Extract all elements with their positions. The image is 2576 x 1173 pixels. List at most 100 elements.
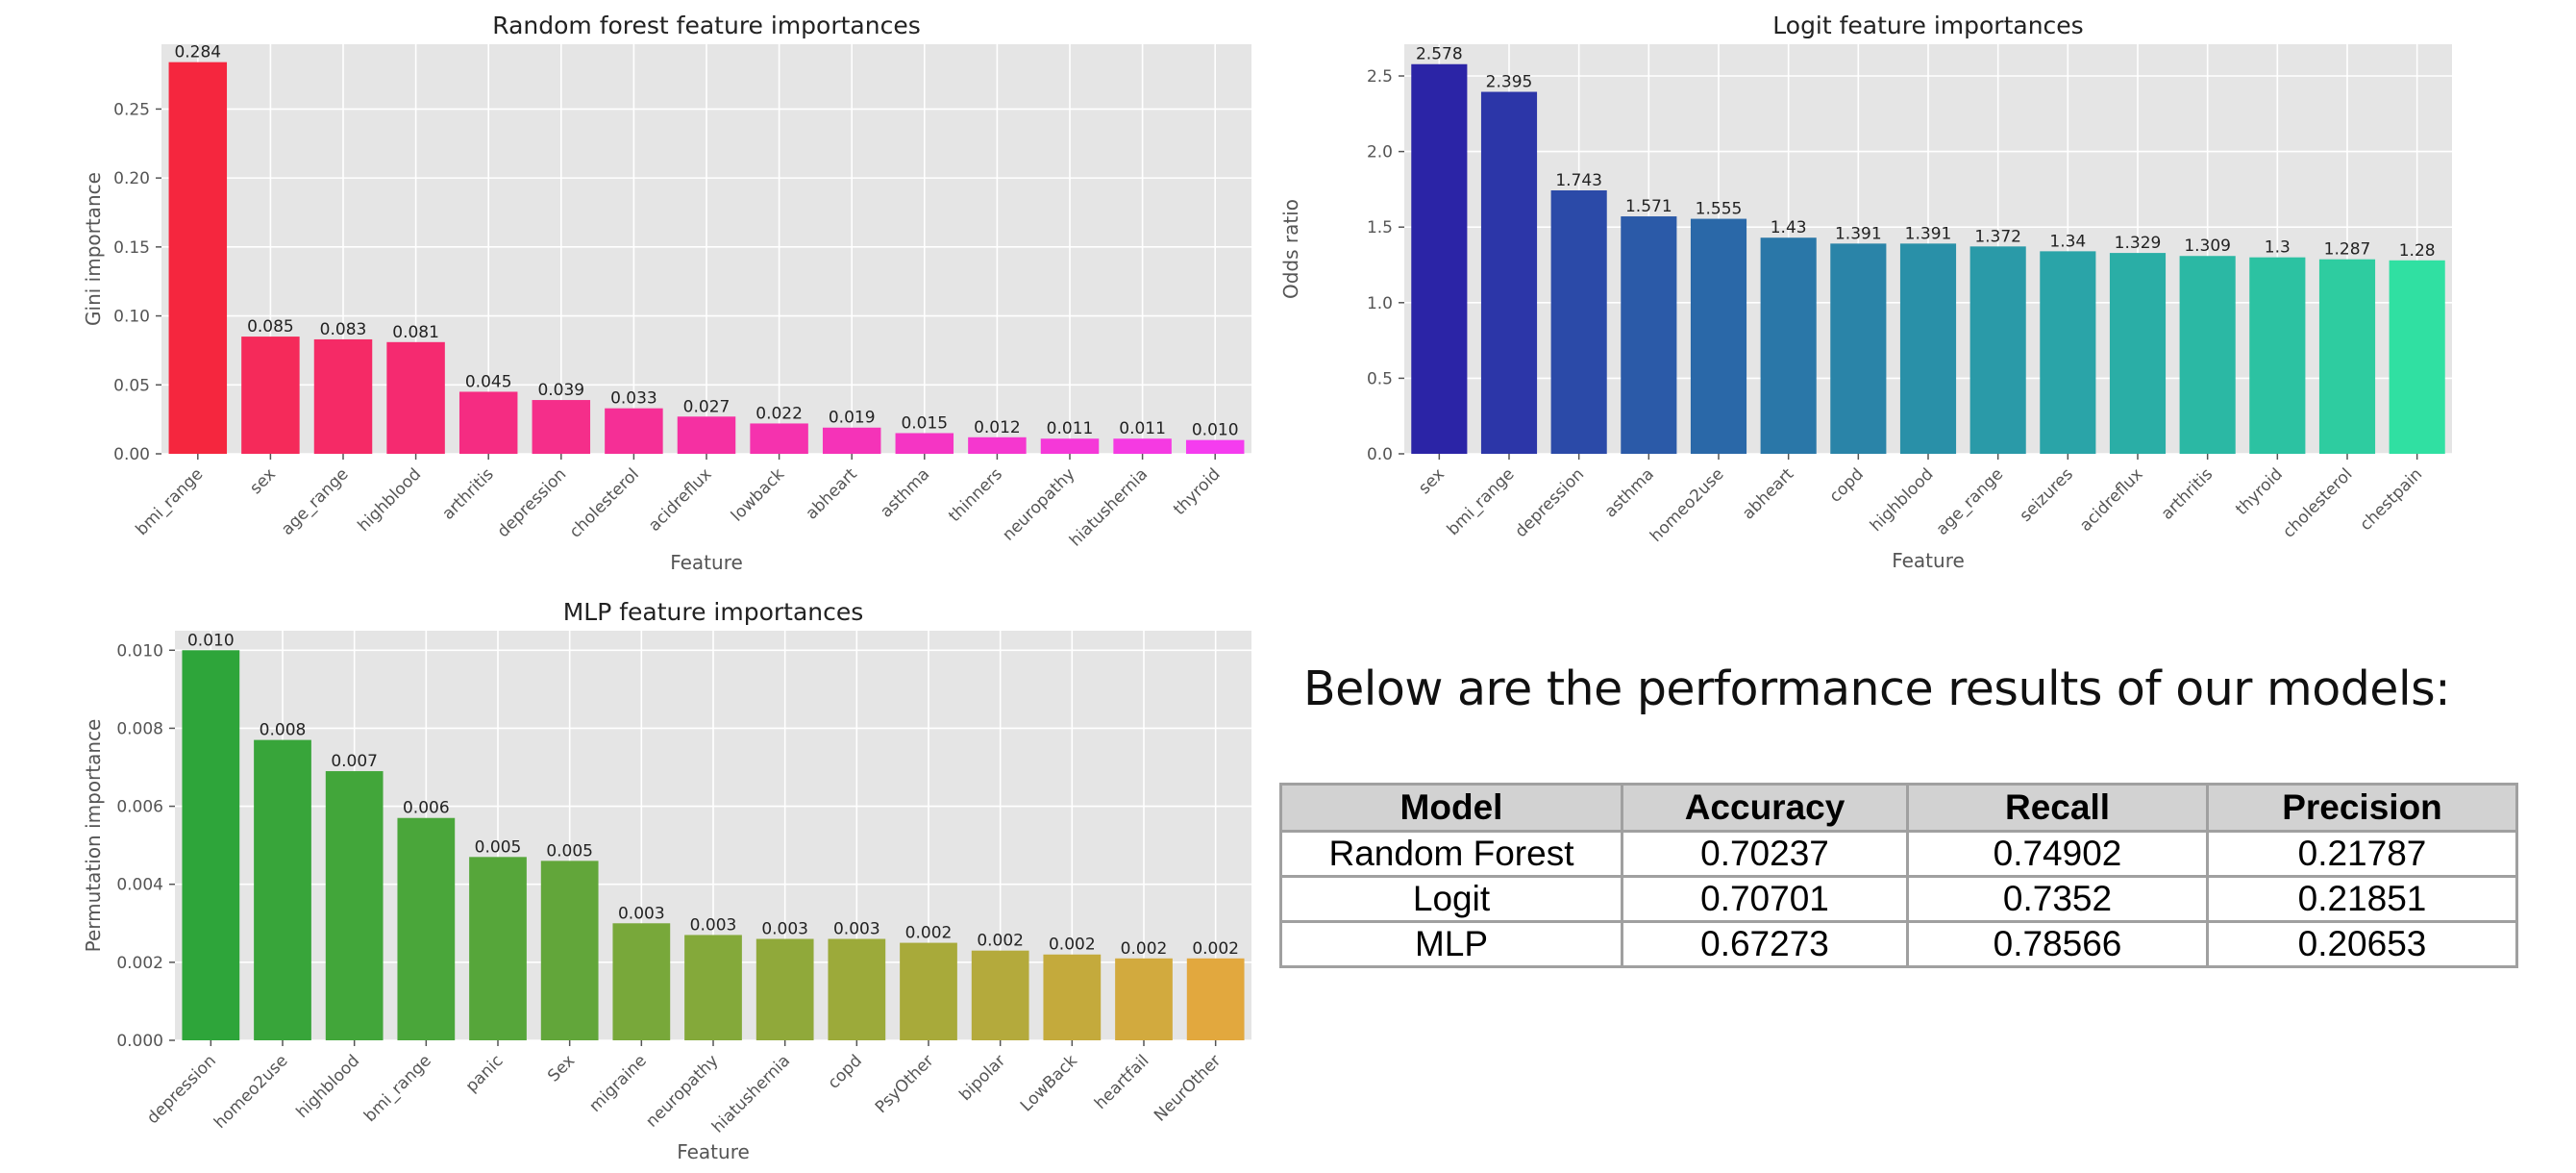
- x-tick-label: cholesterol: [566, 464, 643, 541]
- x-tick-label: bmi_range: [360, 1051, 435, 1126]
- bar: [386, 341, 445, 454]
- x-tick-label: Sex: [544, 1051, 579, 1086]
- bar: [1186, 958, 1245, 1040]
- cell-recall: 0.7352: [1906, 875, 2209, 923]
- data-label: 1.287: [2324, 240, 2371, 260]
- x-tick-label: homeo2use: [211, 1051, 292, 1133]
- bar: [182, 650, 240, 1040]
- data-label: 0.002: [1192, 939, 1239, 959]
- x-tick-label: bipolar: [955, 1051, 1009, 1105]
- x-tick-label: copd: [824, 1051, 865, 1092]
- cell-model: Logit: [1279, 875, 1623, 923]
- bar: [469, 857, 527, 1040]
- column-header-accuracy: Accuracy: [1621, 783, 1909, 833]
- data-label: 0.002: [1049, 936, 1096, 955]
- y-axis-label: Gini importance: [82, 172, 105, 326]
- bar: [1690, 218, 1747, 454]
- data-label: 0.010: [187, 631, 235, 650]
- data-label: 0.033: [610, 389, 657, 409]
- x-tick-label: seizures: [2016, 464, 2077, 526]
- y-tick-label: 0.20: [113, 169, 150, 188]
- bar: [397, 817, 456, 1040]
- logit-chart-svg: 0.0 0.5 1.0 1.5 2.0 2.5 2.578 sex 2.395 bmi_range…: [1279, 12, 2452, 572]
- table-row: MLP 0.67273 0.78566 0.20653: [1279, 920, 2518, 968]
- y-tick-label: 0.05: [113, 376, 150, 395]
- bar: [1185, 439, 1245, 454]
- y-tick-label: 0.000: [116, 1032, 163, 1051]
- cell-accuracy: 0.67273: [1621, 920, 1909, 968]
- x-tick-label: asthma: [877, 464, 933, 521]
- performance-table: Model Accuracy Recall Precision Random F…: [1279, 783, 2518, 968]
- bar: [971, 950, 1029, 1040]
- x-tick-label: thinners: [945, 464, 1006, 526]
- rf-chart-svg: 0.00 0.05 0.10 0.15 0.20 0.25 0.284 bmi_range 0.…: [82, 12, 1251, 574]
- x-tick-label: hiatushernia: [1066, 464, 1152, 550]
- data-label: 1.34: [2049, 232, 2086, 251]
- bar: [2040, 251, 2096, 454]
- data-label: 0.045: [465, 372, 512, 391]
- performance-heading: Below are the performance results of our…: [1303, 661, 2451, 716]
- data-label: 1.555: [1696, 200, 1743, 219]
- y-tick-label: 0.0: [1367, 445, 1393, 464]
- bar: [2389, 260, 2445, 454]
- column-header-recall: Recall: [1906, 783, 2209, 833]
- data-label: 0.003: [690, 915, 737, 935]
- data-label: 2.578: [1416, 45, 1463, 64]
- bar: [540, 861, 599, 1040]
- data-label: 0.003: [833, 920, 880, 939]
- x-tick-label: arthritis: [438, 464, 497, 523]
- data-label: 0.039: [537, 381, 584, 400]
- x-tick-label: abheart: [803, 464, 861, 523]
- x-tick-label: LowBack: [1017, 1051, 1081, 1115]
- mlp-chart-svg: 0.000 0.002 0.004 0.006 0.008 0.010 0.010 depre…: [82, 598, 1251, 1163]
- x-tick-label: acidreflux: [645, 464, 715, 535]
- bar: [605, 408, 663, 454]
- bar: [900, 942, 957, 1040]
- y-tick-label: 0.010: [116, 641, 163, 661]
- y-tick-label: 0.004: [116, 876, 163, 895]
- bar: [1113, 438, 1172, 454]
- bar: [1969, 246, 2026, 454]
- bar: [1830, 243, 1887, 454]
- x-tick-label: arthritis: [2158, 464, 2217, 523]
- data-label: 0.012: [974, 418, 1021, 437]
- data-label: 0.003: [761, 920, 808, 939]
- data-label: 2.395: [1486, 73, 1533, 92]
- x-tick-label: NeurOther: [1151, 1051, 1225, 1125]
- x-tick-label: depression: [494, 464, 571, 541]
- data-label: 0.085: [247, 317, 294, 337]
- x-tick-label: copd: [1825, 464, 1867, 506]
- data-label: 0.019: [829, 409, 876, 428]
- bar: [1043, 954, 1102, 1040]
- bar: [1621, 216, 1677, 454]
- bar: [895, 433, 954, 454]
- x-tick-label: depression: [1511, 464, 1588, 541]
- x-tick-label: homeo2use: [1647, 464, 1728, 546]
- bar: [1480, 91, 1538, 454]
- bar: [241, 337, 300, 454]
- y-tick-label: 0.25: [113, 100, 150, 119]
- bar: [612, 923, 671, 1040]
- data-label: 0.027: [683, 397, 731, 416]
- bar: [755, 938, 814, 1040]
- bar: [458, 391, 518, 454]
- bar: [1550, 190, 1607, 454]
- data-label: 0.015: [901, 413, 948, 433]
- x-tick-label: panic: [462, 1051, 508, 1096]
- x-tick-label: highblood: [1867, 464, 1938, 536]
- bar: [1899, 243, 1957, 454]
- bar: [684, 935, 742, 1040]
- bar: [2179, 256, 2236, 454]
- data-label: 1.309: [2184, 237, 2231, 256]
- x-tick-label: highblood: [293, 1051, 364, 1122]
- x-tick-label: abheart: [1739, 464, 1797, 523]
- x-tick-label: highblood: [354, 464, 425, 536]
- data-label: 1.391: [1835, 224, 1882, 243]
- x-tick-label: thyroid: [2232, 464, 2287, 519]
- column-header-precision: Precision: [2206, 783, 2518, 833]
- bar: [254, 739, 311, 1040]
- y-tick-label: 1.0: [1367, 294, 1393, 313]
- y-tick-label: 0.006: [116, 798, 163, 817]
- data-label: 0.002: [977, 932, 1024, 951]
- bar: [677, 416, 736, 454]
